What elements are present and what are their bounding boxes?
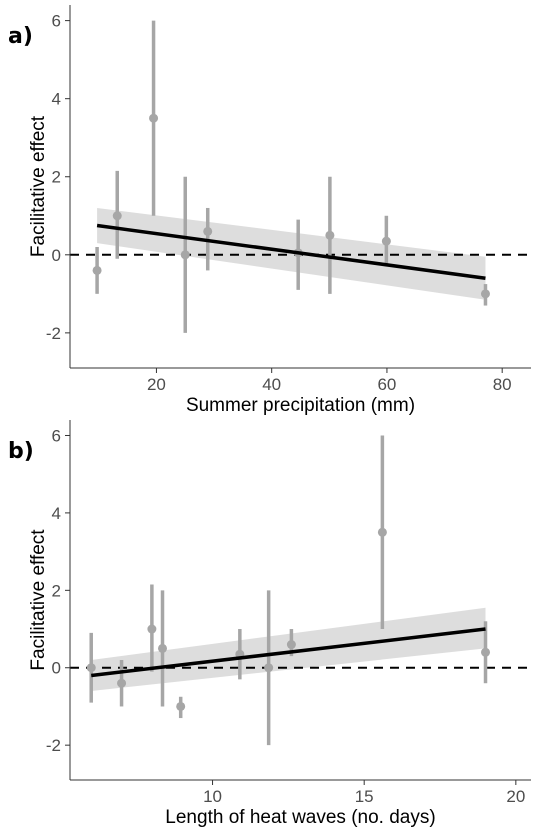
chart-panel-a: a) -2 0 2 4 6 20 40 60 80 Summer precipitation (m… — [0, 0, 533, 415]
data-point — [264, 663, 274, 673]
x-tick-label: 60 — [377, 375, 396, 394]
data-point — [481, 647, 491, 657]
regression-line — [91, 627, 486, 678]
chart-panel-b: b) -2 0 2 4 6 10 15 20 Length of heat waves (no.… — [0, 415, 533, 831]
x-tick-label: 40 — [262, 375, 281, 394]
data-point — [286, 640, 296, 650]
y-tick-label: 0 — [52, 246, 61, 265]
data-point — [117, 678, 127, 688]
x-tick-label: 20 — [506, 787, 525, 806]
y-tick-label: -2 — [46, 736, 61, 755]
y-axis-title: Facilitative effect — [28, 115, 49, 257]
scatter-plot-precipitation: -2 0 2 4 6 20 40 60 80 Summer precipitation (mm) F… — [28, 5, 531, 415]
y-tick-label: 4 — [52, 90, 61, 109]
data-point — [158, 643, 168, 653]
regression-line — [96, 223, 486, 280]
data-point — [480, 289, 490, 299]
data-point — [203, 226, 213, 236]
confidence-band — [97, 207, 486, 300]
x-axis-title: Length of heat waves (no. days) — [165, 807, 435, 828]
data-point — [180, 250, 190, 260]
y-tick-label: 2 — [52, 581, 61, 600]
y-axis-title: Facilitative effect — [28, 529, 49, 671]
y-tick-label: 2 — [52, 168, 61, 187]
y-tick-label: 0 — [52, 659, 61, 678]
data-point — [176, 701, 186, 711]
data-point — [112, 211, 122, 221]
data-point — [377, 527, 387, 537]
data-point — [86, 663, 96, 673]
x-tick-label: 10 — [203, 787, 222, 806]
y-tick-label: -2 — [46, 324, 61, 343]
panel-label-a: a) — [8, 24, 33, 49]
confidence-band — [91, 607, 486, 691]
y-tick-label: 6 — [52, 426, 61, 445]
data-point — [149, 113, 159, 123]
data-point — [381, 236, 391, 246]
scatter-plot-heat-waves: -2 0 2 4 6 10 15 20 Length of heat waves (no. da… — [28, 420, 531, 828]
data-point — [147, 624, 157, 634]
data-point — [325, 230, 335, 240]
x-tick-label: 15 — [355, 787, 374, 806]
panel-label-b: b) — [8, 439, 34, 464]
data-point — [92, 265, 102, 275]
x-tick-label: 20 — [147, 375, 166, 394]
y-tick-label: 4 — [52, 504, 61, 523]
y-tick-label: 6 — [52, 12, 61, 31]
x-axis-title: Summer precipitation (mm) — [186, 395, 415, 415]
x-tick-label: 80 — [493, 375, 512, 394]
